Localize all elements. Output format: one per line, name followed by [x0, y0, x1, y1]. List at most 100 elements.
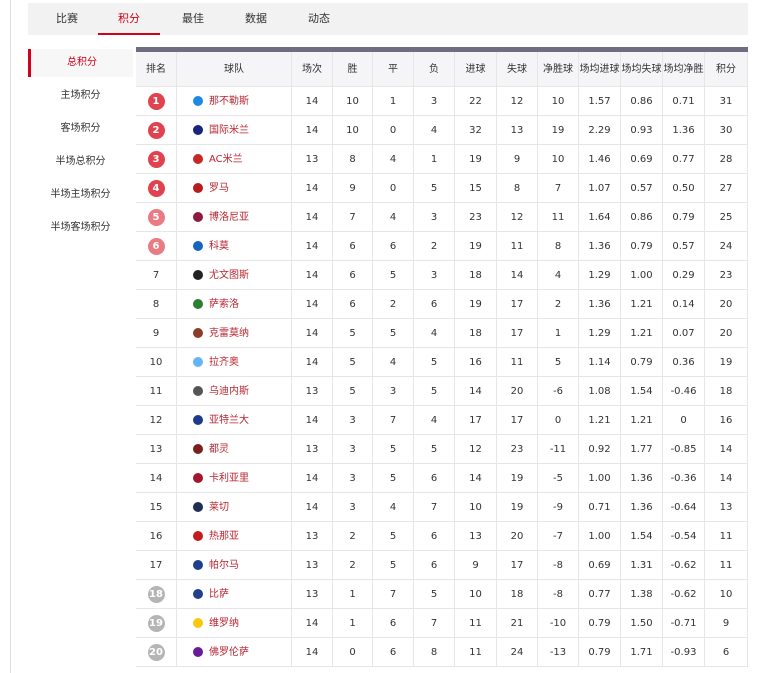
table-row: 3 AC米兰 13 8 4 1 19 9 10 1.46 0.69 0.77 28	[136, 145, 748, 174]
stat-cell: -0.71	[663, 609, 705, 638]
rank-cell: 19	[136, 609, 177, 638]
stat-cell: 0	[373, 174, 414, 203]
stat-cell: 1.36	[663, 116, 705, 145]
stat-cell: 5	[333, 319, 373, 348]
team-name: 亚特兰大	[209, 415, 249, 426]
stat-cell: 1.21	[621, 319, 663, 348]
sidebar-item[interactable]: 主场积分	[60, 90, 101, 101]
sidebar-item[interactable]: 半场主场积分	[50, 189, 111, 200]
stat-cell: 24	[497, 638, 538, 667]
stat-cell: 1.46	[579, 145, 621, 174]
rank-badge: 19	[147, 615, 165, 632]
column-header: 场均进球	[579, 52, 621, 87]
stat-cell: 3	[414, 87, 455, 116]
rank-badge: 18	[147, 586, 165, 603]
team-name: 乌迪内斯	[209, 386, 249, 397]
stat-cell: 19	[455, 290, 497, 319]
stat-cell: 19	[497, 493, 538, 522]
stat-cell: 6	[414, 551, 455, 580]
rank-cell: 4	[136, 174, 177, 203]
stat-cell: 12	[497, 203, 538, 232]
team-logo	[193, 415, 203, 425]
stat-cell: 1.00	[579, 522, 621, 551]
rank: 14	[149, 473, 163, 484]
stat-cell: 13	[292, 522, 333, 551]
stat-cell: 3	[333, 464, 373, 493]
stat-cell: 5	[414, 348, 455, 377]
rank: 8	[152, 299, 160, 310]
stat-cell: 13	[292, 580, 333, 609]
stat-cell: 9	[333, 174, 373, 203]
rank: 10	[149, 357, 163, 368]
table-row: 16 热那亚 13 2 5 6 13 20 -7 1.00 1.54 -0.54 11	[136, 522, 748, 551]
team-cell: 卡利亚里	[177, 464, 292, 493]
stat-cell: 4	[373, 493, 414, 522]
stat-cell: 1	[373, 87, 414, 116]
rank: 17	[149, 560, 163, 571]
tab[interactable]: 积分	[98, 3, 160, 35]
stat-cell: 1	[414, 145, 455, 174]
stat-cell: 0.92	[579, 435, 621, 464]
stat-cell: -11	[538, 435, 579, 464]
rank-badge: 4	[147, 180, 165, 197]
table-row: 18 比萨 13 1 7 5 10 18 -8 0.77 1.38 -0.62 10	[136, 580, 748, 609]
stat-cell: 19	[538, 116, 579, 145]
stat-cell: 20	[705, 319, 748, 348]
stat-cell: 13	[292, 435, 333, 464]
team-name: 帕尔马	[209, 560, 239, 571]
tab[interactable]: 动态	[308, 12, 330, 25]
stat-cell: 14	[292, 464, 333, 493]
stat-cell: 0.07	[663, 319, 705, 348]
stat-cell: 5	[538, 348, 579, 377]
stat-cell: -0.62	[663, 580, 705, 609]
rank-cell: 9	[136, 319, 177, 348]
stat-cell: 10	[455, 493, 497, 522]
stat-cell: 0.79	[621, 232, 663, 261]
team-cell: 维罗纳	[177, 609, 292, 638]
team-logo	[193, 328, 203, 338]
tab[interactable]: 数据	[245, 12, 267, 25]
stat-cell: 1.21	[621, 290, 663, 319]
rank-cell: 5	[136, 203, 177, 232]
sidebar-item[interactable]: 总积分	[28, 49, 133, 77]
team-cell: 莱切	[177, 493, 292, 522]
team-cell: 都灵	[177, 435, 292, 464]
stat-cell: 5	[373, 435, 414, 464]
stat-cell: 16	[705, 406, 748, 435]
stat-cell: 13	[497, 116, 538, 145]
stat-cell: 0.57	[621, 174, 663, 203]
rank-badge: 1	[147, 93, 165, 110]
stat-cell: 1.31	[621, 551, 663, 580]
table-row: 15 莱切 14 3 4 7 10 19 -9 0.71 1.36 -0.64 13	[136, 493, 748, 522]
tab[interactable]: 比赛	[56, 12, 78, 25]
sidebar-item[interactable]: 客场积分	[60, 123, 101, 134]
table-row: 19 维罗纳 14 1 6 7 11 21 -10 0.79 1.50 -0.71 9	[136, 609, 748, 638]
stat-cell: 4	[414, 116, 455, 145]
sidebar-item[interactable]: 半场总积分	[55, 156, 106, 167]
team-logo	[193, 589, 203, 599]
column-header: 场次	[292, 52, 333, 87]
stat-cell: 25	[705, 203, 748, 232]
stat-cell: -6	[538, 377, 579, 406]
stat-cell: 6	[414, 522, 455, 551]
stat-cell: 5	[414, 174, 455, 203]
table-row: 17 帕尔马 13 2 5 6 9 17 -8 0.69 1.31 -0.62 11	[136, 551, 748, 580]
stat-cell: 14	[292, 319, 333, 348]
sidebar-item[interactable]: 半场客场积分	[50, 222, 111, 233]
stat-cell: 0	[538, 406, 579, 435]
stat-cell: 14	[292, 609, 333, 638]
stat-cell: 6	[705, 638, 748, 667]
stat-cell: 12	[455, 435, 497, 464]
stat-cell: 7	[373, 580, 414, 609]
stat-cell: 3	[414, 203, 455, 232]
stat-cell: 14	[455, 377, 497, 406]
stat-cell: 23	[497, 435, 538, 464]
stat-cell: 1.00	[579, 464, 621, 493]
column-header: 进球	[455, 52, 497, 87]
tab[interactable]: 最佳	[182, 12, 204, 25]
team-logo	[193, 96, 203, 106]
stat-cell: 6	[333, 232, 373, 261]
stat-cell: 5	[373, 551, 414, 580]
stat-cell: 11	[538, 203, 579, 232]
